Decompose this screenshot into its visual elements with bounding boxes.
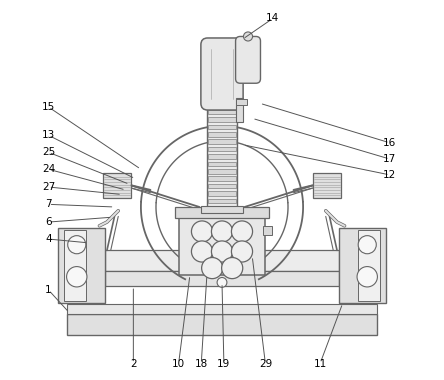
Text: 15: 15	[42, 102, 55, 112]
Circle shape	[202, 258, 223, 279]
Bar	[103, 173, 131, 198]
Text: 2: 2	[130, 358, 137, 369]
Bar	[208, 125, 236, 129]
Bar	[58, 228, 105, 303]
Bar	[67, 315, 377, 335]
Circle shape	[217, 277, 227, 287]
Text: 16: 16	[383, 138, 396, 148]
Text: 25: 25	[42, 147, 55, 157]
Text: 12: 12	[383, 170, 396, 180]
Text: 24: 24	[42, 164, 55, 174]
Bar	[236, 100, 247, 105]
Bar	[208, 154, 236, 159]
Bar	[358, 230, 381, 301]
Text: 14: 14	[266, 13, 280, 23]
Bar	[236, 98, 243, 122]
Bar	[208, 147, 236, 151]
Bar	[313, 173, 341, 198]
Bar	[208, 132, 236, 136]
Circle shape	[211, 221, 233, 242]
Circle shape	[231, 241, 253, 262]
FancyBboxPatch shape	[236, 36, 261, 83]
Bar	[263, 226, 272, 235]
Bar	[208, 110, 236, 114]
Bar	[207, 103, 237, 207]
Circle shape	[231, 221, 253, 242]
Text: 4: 4	[45, 234, 52, 244]
FancyBboxPatch shape	[201, 38, 243, 110]
Bar	[339, 228, 386, 303]
Bar	[178, 215, 266, 275]
Text: 6: 6	[45, 217, 52, 227]
Bar	[208, 162, 236, 166]
Text: 1: 1	[45, 285, 52, 295]
Bar	[208, 103, 236, 107]
Circle shape	[191, 241, 213, 262]
Circle shape	[357, 267, 377, 287]
Circle shape	[358, 236, 376, 254]
Circle shape	[243, 32, 253, 41]
Bar	[175, 207, 269, 218]
Bar	[208, 199, 236, 203]
Text: 13: 13	[42, 130, 55, 140]
Bar	[208, 139, 236, 144]
Circle shape	[68, 236, 86, 254]
Circle shape	[211, 241, 233, 262]
Text: 10: 10	[172, 358, 185, 369]
Text: 17: 17	[383, 154, 396, 164]
Bar	[63, 230, 86, 301]
Text: 11: 11	[313, 358, 327, 369]
Circle shape	[191, 221, 213, 242]
Text: 7: 7	[45, 200, 52, 209]
Text: 19: 19	[217, 358, 230, 369]
Bar	[201, 206, 243, 213]
Bar	[208, 176, 236, 181]
Circle shape	[222, 258, 243, 279]
Bar	[208, 191, 236, 196]
Bar	[67, 304, 377, 315]
Bar	[105, 250, 339, 271]
Text: 29: 29	[259, 358, 272, 369]
Circle shape	[67, 267, 87, 287]
Bar	[208, 117, 236, 122]
Text: 27: 27	[42, 182, 55, 192]
Bar	[105, 271, 339, 286]
Bar	[208, 184, 236, 188]
Text: 18: 18	[194, 358, 208, 369]
Bar	[208, 169, 236, 174]
